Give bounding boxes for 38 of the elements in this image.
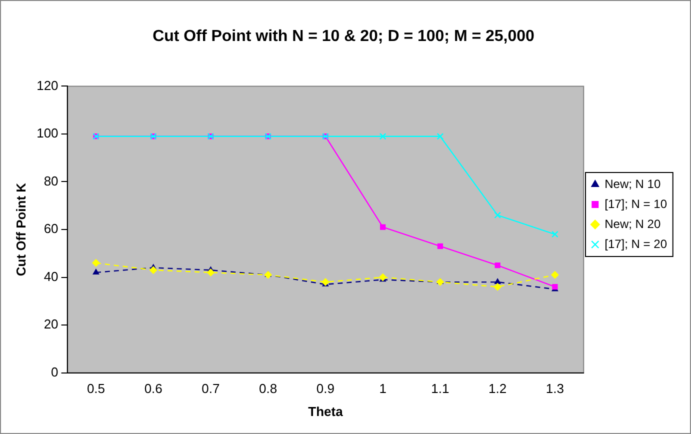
- x-tick-label: 1: [379, 381, 386, 396]
- point: [437, 243, 444, 250]
- point: [494, 262, 500, 268]
- x-tick-label: 0.9: [316, 381, 334, 396]
- legend-label: [17]; N = 10: [604, 196, 668, 211]
- point: [149, 266, 158, 274]
- y-tick-label: 100: [36, 126, 58, 141]
- point: [379, 132, 386, 140]
- point: [92, 258, 100, 267]
- point: [494, 282, 502, 291]
- x-tick-label: 0.7: [202, 381, 220, 396]
- y-tick-label: 40: [44, 268, 58, 284]
- point: [550, 270, 559, 279]
- y-axis-title: Cut Off Point K: [13, 182, 28, 276]
- x-axis-title: Theta: [308, 404, 344, 419]
- legend-label: [17]; N = 20: [604, 236, 668, 251]
- point: [92, 268, 100, 274]
- point: [552, 230, 558, 238]
- point: [206, 268, 215, 276]
- legend-label: New; N 20: [604, 216, 661, 231]
- x-tick-label: 0.5: [86, 381, 106, 396]
- chart-title: Cut Off Point with N = 10 & 20; D = 100; M = 25,000: [152, 28, 535, 46]
- x-tick-label: 1.2: [488, 381, 507, 396]
- legend-label: New; N 10: [604, 176, 661, 191]
- point: [494, 278, 502, 284]
- y-tick-label: 20: [44, 316, 58, 332]
- y-tick-label: 60: [44, 221, 58, 236]
- point: [494, 212, 501, 219]
- y-tick-label: 80: [44, 173, 58, 188]
- point: [436, 132, 444, 140]
- y-tick-label: 120: [36, 78, 58, 93]
- x-tick-label: 1.3: [546, 381, 564, 396]
- x-tick-label: 1.1: [431, 381, 450, 396]
- x-tick-label: 0.6: [144, 381, 162, 396]
- point: [378, 273, 387, 282]
- point: [380, 224, 386, 230]
- x-tick-label: 0.8: [259, 381, 278, 396]
- y-tick-label: 0: [51, 364, 58, 380]
